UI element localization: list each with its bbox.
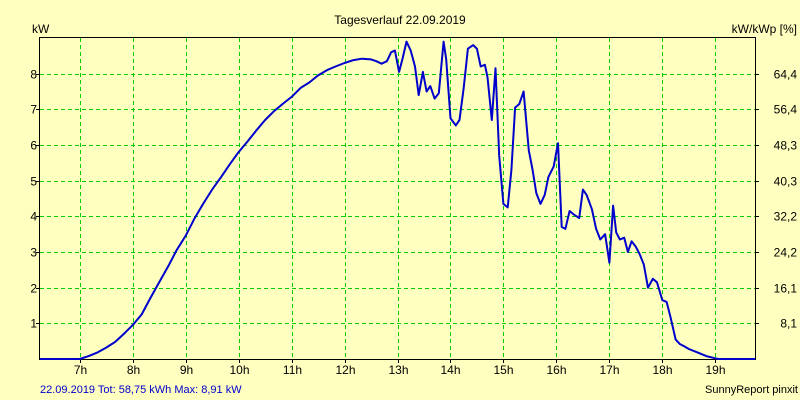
left-y-tick-label: 6 [30,139,37,153]
right-y-tick-label: 48,3 [774,139,798,153]
left-y-tick-label: 4 [30,210,37,224]
left-y-axis-ticks: 1 2 3 4 5 6 7 8 [30,68,40,331]
right-y-tick-label: 64,4 [774,68,798,82]
power-series-line [40,40,755,360]
right-y-tick-label: 16,1 [774,282,798,296]
left-y-tick-label: 7 [30,103,37,117]
x-tick-label: 19h [705,363,725,377]
x-tick-label: 8h [127,363,140,377]
right-y-tick-label: 24,2 [774,246,798,260]
x-tick-label: 17h [599,363,619,377]
right-y-axis-ticks: 8,1 16,1 24,2 32,2 40,3 48,3 56,4 64,4 [755,68,797,331]
x-tick-label: 18h [652,363,672,377]
x-tick-label: 13h [388,363,408,377]
left-y-tick-label: 8 [30,68,37,82]
left-axis-unit-label: kW [32,22,50,36]
x-tick-label: 11h [283,363,302,377]
x-tick-label: 7h [74,363,87,377]
x-tick-label: 10h [229,363,249,377]
left-y-tick-label: 1 [30,317,37,331]
left-y-tick-label: 2 [30,282,37,296]
right-y-tick-label: 56,4 [774,103,798,117]
footer-credit: SunnyReport pinxit [705,384,798,396]
footer-summary: 22.09.2019 Tot: 58,75 kWh Max: 8,91 kW [40,384,242,396]
x-tick-label: 15h [493,363,513,377]
plot-area-frame [39,37,756,360]
x-tick-label: 14h [440,363,460,377]
chart-title: Tagesverlauf 22.09.2019 [334,13,466,27]
x-axis-ticks: 7h 8h 9h 10h 11h 12h 13h 14h 15h 16h 17h 18h 19h [74,359,726,377]
x-tick-label: 12h [335,363,355,377]
right-y-tick-label: 32,2 [774,210,798,224]
right-y-tick-label: 40,3 [774,175,798,189]
x-tick-label: 16h [546,363,566,377]
left-y-tick-label: 5 [30,175,37,189]
right-axis-unit-label: kW/kWp [%] [732,22,797,36]
grid-lines [40,38,755,359]
left-y-tick-label: 3 [30,246,37,260]
right-y-tick-label: 8,1 [780,317,797,331]
x-tick-label: 9h [180,363,193,377]
